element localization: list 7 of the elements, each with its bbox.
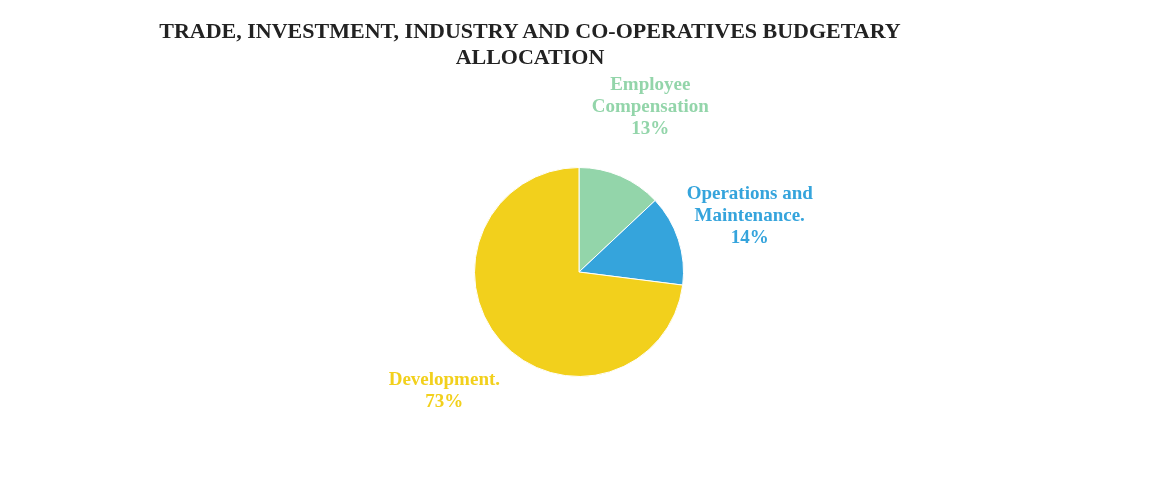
slice-label: Employee Compensation: [591, 73, 710, 117]
slice-label: Operations and Maintenance.: [686, 182, 814, 226]
data-label: 73%: [425, 389, 464, 411]
data-label: 13%: [631, 117, 670, 139]
chart-title: TRADE, INVESTMENT, INDUSTRY AND CO-OPERATIVES BUDGETARY ALLOCATION: [158, 18, 902, 70]
data-label: 14%: [730, 226, 769, 248]
slice-label: Development.: [388, 367, 501, 389]
